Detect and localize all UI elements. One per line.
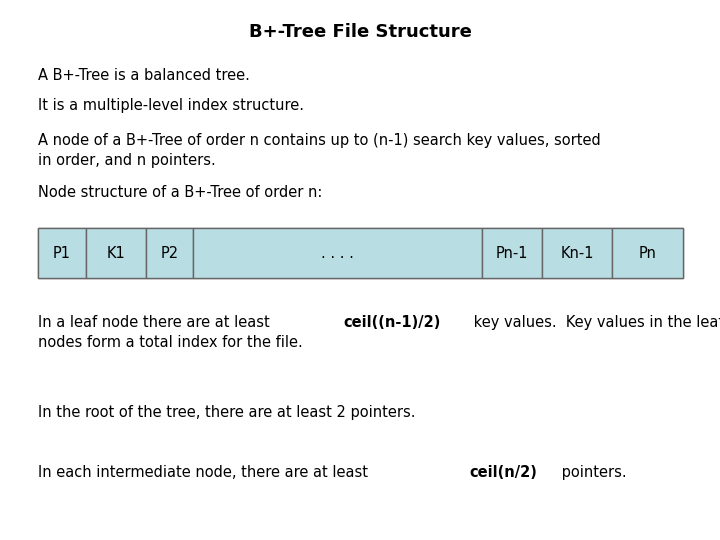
Bar	[38, 228, 86, 278]
Text: Node structure of a B+-Tree of order n:: Node structure of a B+-Tree of order n:	[38, 185, 323, 200]
Bar	[482, 228, 541, 278]
Text: P1: P1	[53, 246, 71, 260]
Text: It is a multiple-level index structure.: It is a multiple-level index structure.	[38, 98, 304, 113]
Text: Pn-1: Pn-1	[495, 246, 528, 260]
Bar	[541, 228, 612, 278]
Text: Pn: Pn	[639, 246, 657, 260]
Text: ceil((n-1)/2): ceil((n-1)/2)	[343, 315, 441, 330]
Text: pointers.: pointers.	[557, 465, 627, 480]
Text: ceil(n/2): ceil(n/2)	[469, 465, 538, 480]
Text: P2: P2	[161, 246, 179, 260]
Bar	[38, 228, 683, 278]
Text: . . . .: . . . .	[321, 246, 354, 260]
Text: nodes form a total index for the file.: nodes form a total index for the file.	[38, 335, 302, 350]
Text: K1: K1	[107, 246, 125, 260]
Text: in order, and n pointers.: in order, and n pointers.	[38, 153, 216, 168]
Bar	[194, 228, 482, 278]
Text: A B+-Tree is a balanced tree.: A B+-Tree is a balanced tree.	[38, 68, 250, 83]
Bar	[86, 228, 145, 278]
Text: Kn-1: Kn-1	[560, 246, 594, 260]
Text: A node of a B+-Tree of order n contains up to (n-1) search key values, sorted: A node of a B+-Tree of order n contains …	[38, 133, 600, 148]
Bar	[612, 228, 683, 278]
Bar	[145, 228, 194, 278]
Text: B+-Tree File Structure: B+-Tree File Structure	[248, 23, 472, 41]
Text: In a leaf node there are at least: In a leaf node there are at least	[38, 315, 274, 330]
Text: In each intermediate node, there are at least: In each intermediate node, there are at …	[38, 465, 373, 480]
Text: In the root of the tree, there are at least 2 pointers.: In the root of the tree, there are at le…	[38, 405, 415, 420]
Text: key values.  Key values in the leaf: key values. Key values in the leaf	[469, 315, 720, 330]
